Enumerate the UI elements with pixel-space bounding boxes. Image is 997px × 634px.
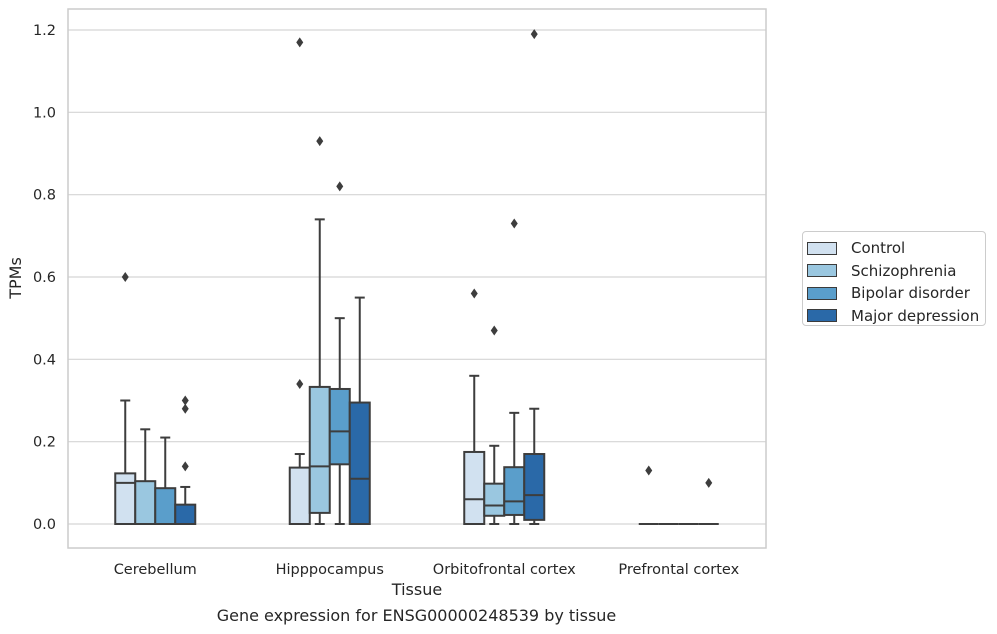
y-tick-label: 0.4: [33, 352, 56, 368]
y-tick-label: 0.2: [33, 435, 56, 451]
box-body: [154, 487, 177, 525]
legend-label-bipolar-disorder: Bipolar disorder: [851, 284, 970, 303]
box-body: [308, 385, 331, 514]
box-major-depression-cerebellum: [174, 395, 197, 526]
grid-lines: [68, 29, 766, 525]
box-body: [114, 472, 137, 525]
box-major-depression-hipppocampus: [348, 296, 371, 525]
legend-item-bipolar-disorder: Bipolar disorder: [807, 282, 985, 305]
outlier-point: [530, 29, 538, 40]
legend-label-control: Control: [851, 239, 906, 258]
box-major-depression-orbitofrontal-cortex: [523, 29, 546, 525]
box-body: [523, 453, 546, 521]
legend-swatch-schizophrenia: [807, 264, 837, 278]
y-tick-label: 0.0: [33, 517, 56, 533]
legend-swatch-control: [807, 241, 837, 255]
legend-label-major-depression: Major depression: [851, 306, 980, 325]
box-body: [328, 387, 351, 466]
outlier-point: [181, 403, 189, 414]
box-bipolar-disorder-cerebellum: [154, 436, 177, 525]
box-body: [288, 466, 311, 525]
chart-caption: Gene expression for ENSG00000248539 by t…: [216, 606, 617, 625]
box-body: [174, 503, 197, 526]
outlier-point: [470, 288, 478, 299]
outlier-point: [296, 37, 304, 48]
legend-swatch-major-depression: [807, 309, 837, 323]
y-tick-label: 1.2: [33, 23, 56, 39]
box-layer: [114, 29, 719, 526]
box-control-cerebellum: [114, 272, 137, 525]
x-tick-label-orbitofrontal-cortex: Orbitofrontal cortex: [433, 562, 576, 578]
tick-labels: 0.0 0.2 0.4 0.6 0.8 1.0 1.2 Cerebellum Hipppocam…: [33, 23, 740, 578]
y-axis-title: TPMs: [6, 257, 25, 300]
box-body: [483, 482, 506, 517]
x-tick-label-prefrontal-cortex: Prefrontal cortex: [618, 562, 739, 578]
x-tick-label-cerebellum: Cerebellum: [114, 562, 197, 578]
y-tick-label: 0.6: [33, 270, 56, 286]
x-axis-title: Tissue: [391, 580, 442, 599]
box-body: [134, 480, 157, 526]
box-control-hipppocampus: [288, 37, 311, 525]
legend-item-major-depression: Major depression: [807, 305, 985, 328]
box-body: [348, 401, 371, 525]
outlier-point: [336, 181, 344, 192]
box-schizophrenia-orbitofrontal-cortex: [483, 325, 506, 525]
outlier-point: [181, 461, 189, 472]
outlier-point: [645, 465, 653, 476]
box-bipolar-disorder-orbitofrontal-cortex: [503, 218, 526, 525]
legend-swatch-bipolar-disorder: [807, 286, 837, 300]
y-tick-label: 0.8: [33, 188, 56, 204]
outlier-point: [705, 477, 713, 488]
outlier-point: [316, 136, 324, 147]
legend-item-schizophrenia: Schizophrenia: [807, 260, 985, 283]
legend-item-control: Control: [807, 237, 985, 260]
outlier-point: [510, 218, 518, 229]
legend-label-schizophrenia: Schizophrenia: [851, 261, 957, 280]
outlier-point: [490, 325, 498, 336]
box-body: [463, 450, 486, 526]
outlier-point: [181, 395, 189, 406]
box-body: [503, 466, 526, 516]
box-control-prefrontal-cortex: [638, 465, 659, 525]
y-tick-label: 1.0: [33, 105, 56, 121]
plot-frame: [67, 8, 767, 549]
box-major-depression-prefrontal-cortex: [698, 477, 719, 525]
outlier-point: [121, 272, 129, 282]
x-tick-label-hipppocampus: Hipppocampus: [276, 562, 384, 578]
box-control-orbitofrontal-cortex: [463, 288, 486, 526]
box-bipolar-disorder-hipppocampus: [328, 181, 351, 525]
legend: Control Schizophrenia Bipolar disorder M…: [802, 231, 986, 326]
box-schizophrenia-cerebellum: [134, 428, 157, 526]
outlier-point: [296, 379, 304, 390]
